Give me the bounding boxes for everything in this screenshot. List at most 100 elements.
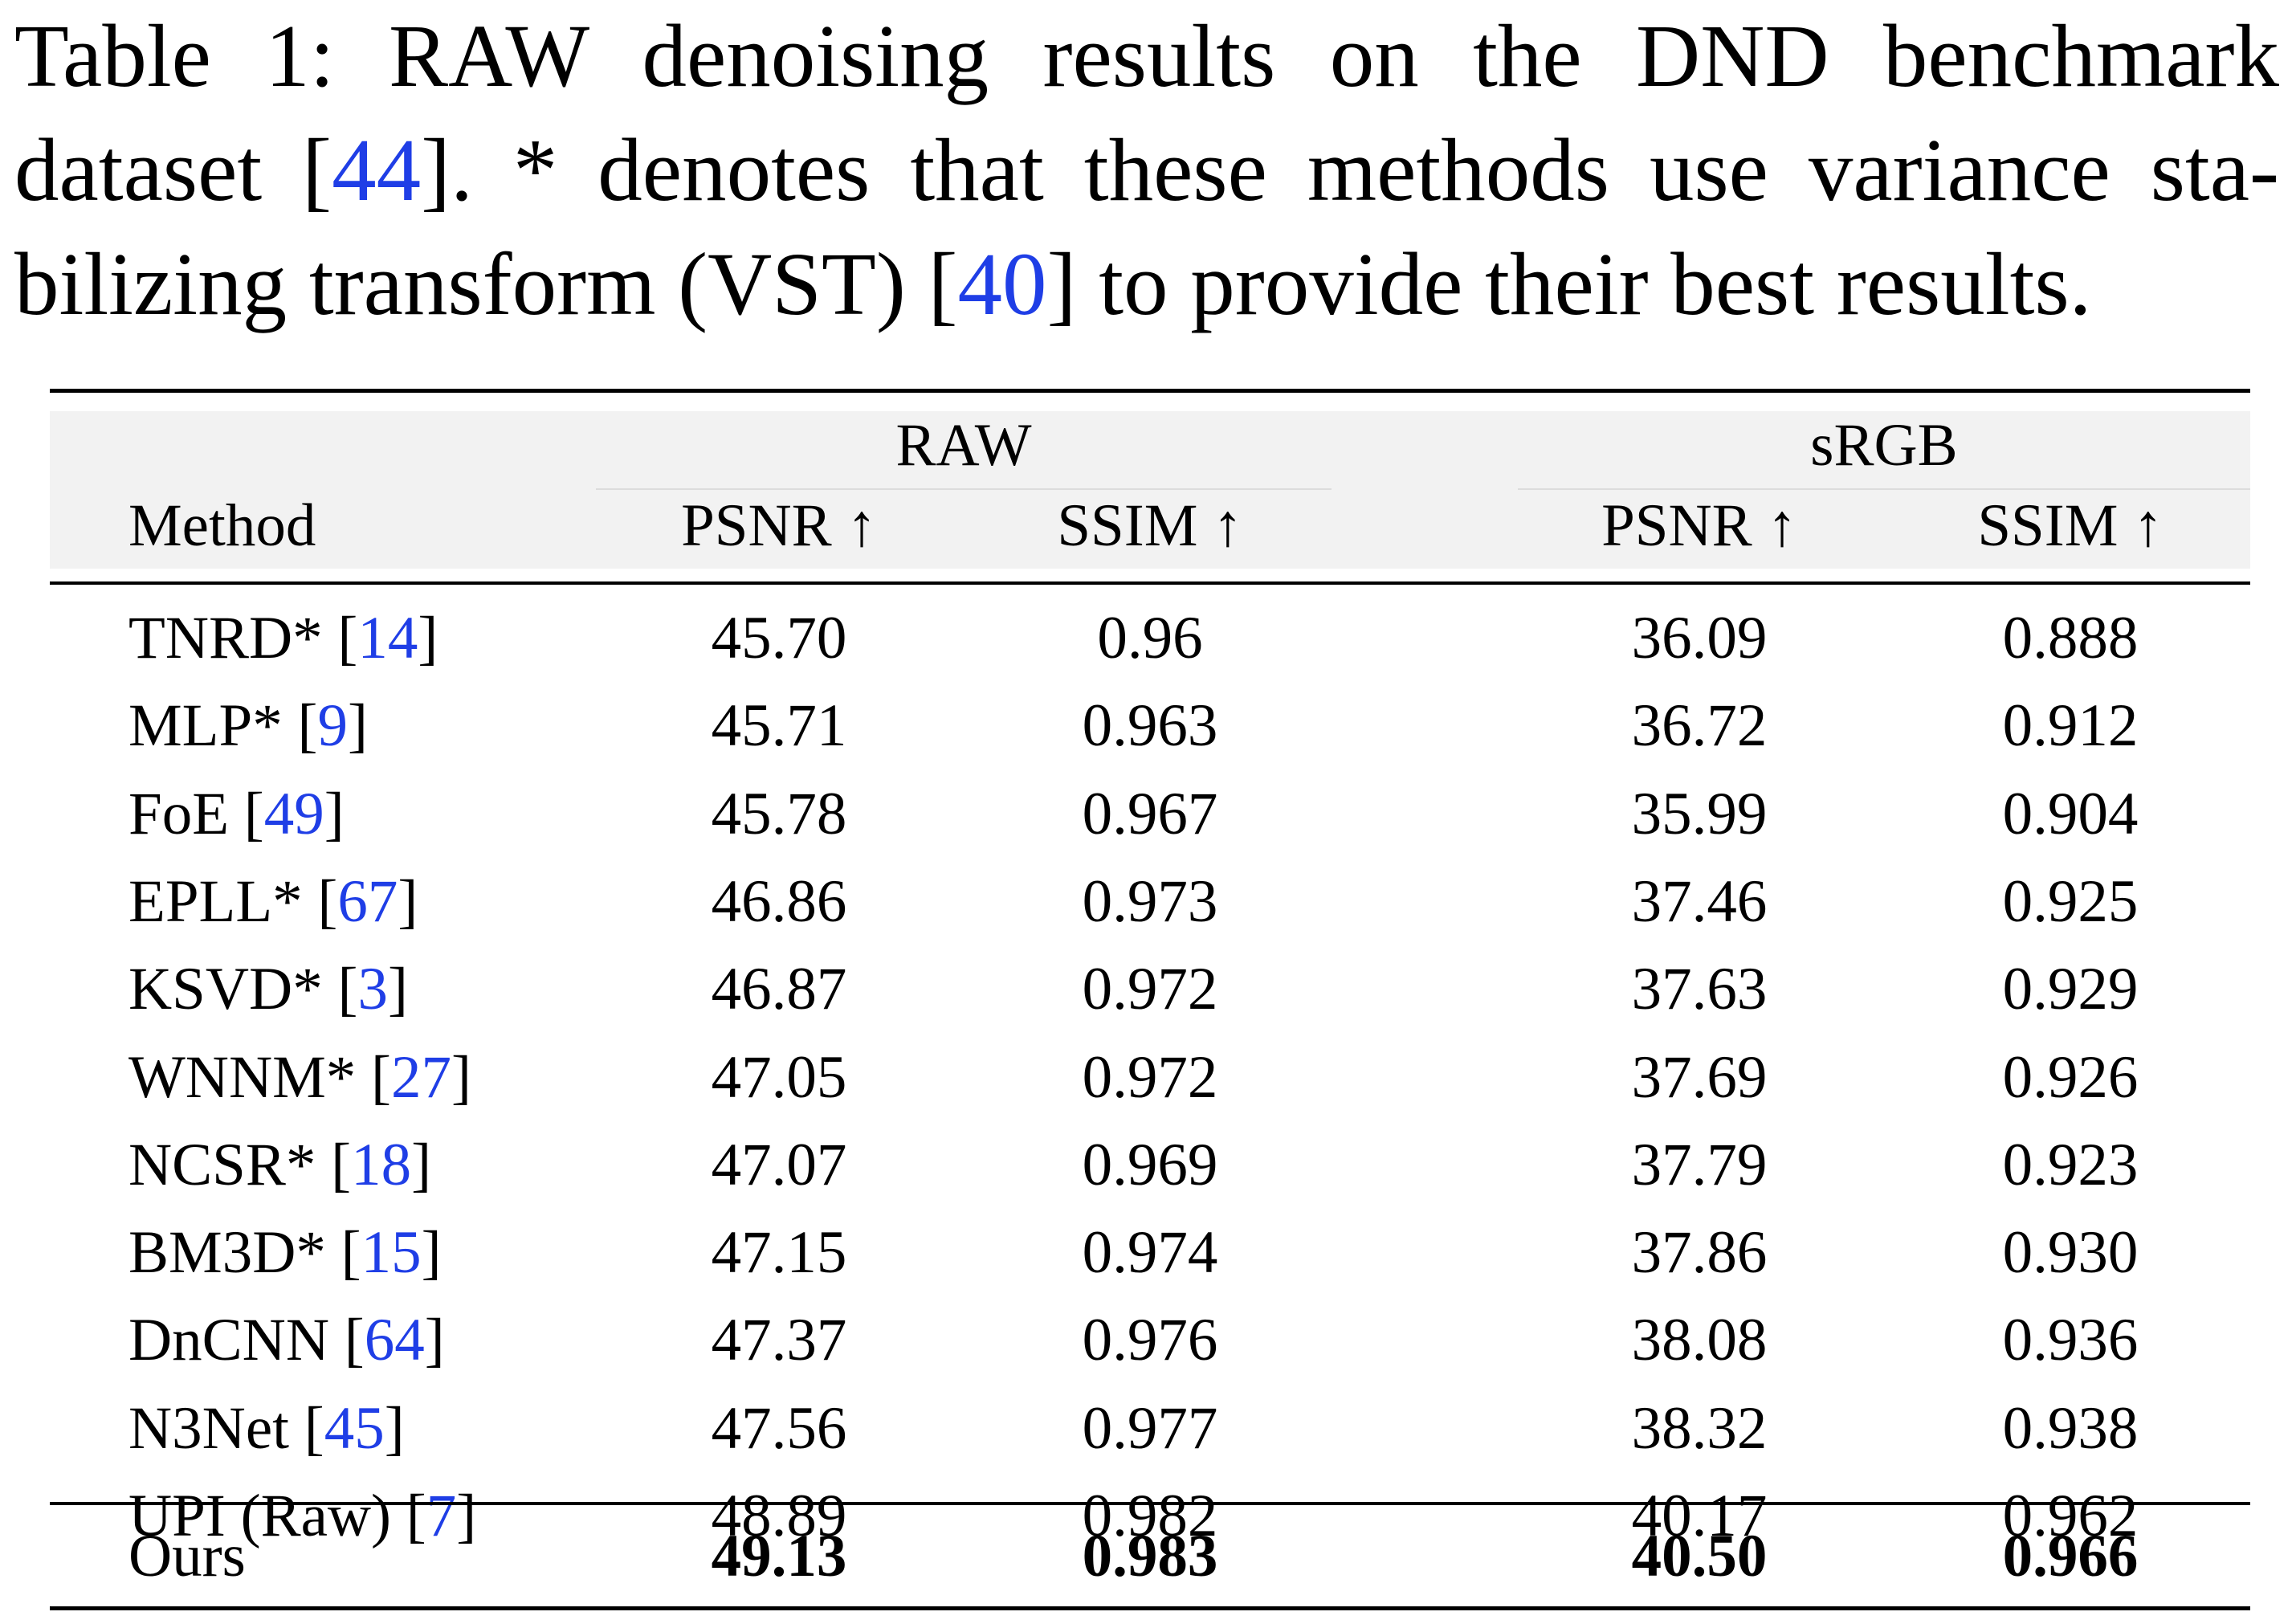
raw-ssim-cell: 0.972 [1082, 956, 1218, 1022]
method-name: FoE [ [128, 781, 264, 847]
caption-text-3: ] to provide their best results. [1046, 235, 2092, 334]
raw-psnr-cell: 47.07 [711, 1132, 847, 1198]
srgb-ssim-cell: 0.923 [2002, 1132, 2139, 1198]
method-citation-close: ] [387, 956, 408, 1022]
raw-ssim-cell: 0.976 [1082, 1307, 1218, 1373]
raw-ssim-cell: 0.974 [1082, 1219, 1218, 1286]
group-header-raw: RAW [895, 412, 1032, 479]
srgb-ssim-cell: 0.929 [2002, 956, 2139, 1022]
raw-psnr-cell: 47.56 [711, 1395, 847, 1462]
raw-psnr-cell: 45.78 [711, 781, 847, 847]
column-header-raw-psnr: PSNR ↑ [681, 492, 877, 559]
method-name: UPI (Raw) [ [128, 1483, 426, 1549]
method-cell: FoE [49] [128, 778, 345, 851]
srgb-ssim-cell: 0.936 [2002, 1307, 2139, 1373]
srgb-ssim-cell: 0.962 [2002, 1483, 2139, 1549]
srgb-ssim-cell: 0.938 [2002, 1395, 2139, 1462]
srgb-psnr-cell: 35.99 [1631, 781, 1768, 847]
method-citation[interactable]: 3 [357, 956, 388, 1022]
method-citation[interactable]: 67 [337, 868, 398, 935]
method-citation-close: ] [411, 1132, 432, 1198]
caption-text-1: RAW denoising results on the DND benchma… [14, 7, 2280, 220]
srgb-psnr-cell: 36.09 [1631, 605, 1768, 671]
raw-psnr-cell: 46.87 [711, 956, 847, 1022]
method-name: NCSR* [ [128, 1132, 352, 1198]
srgb-ssim-cell: 0.904 [2002, 781, 2139, 847]
raw-psnr-cell: 46.86 [711, 868, 847, 935]
raw-group-rule [596, 488, 1332, 490]
raw-psnr-cell: 47.15 [711, 1219, 847, 1286]
method-citation-close: ] [456, 1483, 477, 1549]
raw-psnr-cell: 47.37 [711, 1307, 847, 1373]
srgb-group-rule [1518, 488, 2250, 490]
srgb-psnr-cell: 37.79 [1631, 1132, 1768, 1198]
method-cell: KSVD* [3] [128, 953, 408, 1026]
method-cell: WNNM* [27] [128, 1042, 471, 1114]
method-citation-close: ] [398, 868, 418, 935]
method-citation[interactable]: 18 [351, 1132, 412, 1198]
ours-method-cell: Ours [128, 1523, 246, 1589]
table-caption: Table 1: RAW denoising results on the DN… [14, 0, 2279, 342]
method-citation-close: ] [347, 692, 368, 759]
raw-psnr-cell: 47.05 [711, 1044, 847, 1111]
raw-ssim-cell: 0.963 [1082, 692, 1218, 759]
method-cell: BM3D* [15] [128, 1217, 442, 1289]
top-rule [50, 389, 2250, 393]
caption-citation-44[interactable]: 44 [332, 121, 422, 220]
method-cell: TNRD* [14] [128, 602, 438, 675]
method-cell: DnCNN [64] [128, 1304, 445, 1377]
method-cell: EPLL* [67] [128, 866, 418, 938]
caption-text-2: ]. * denotes that these methods use vari… [14, 121, 2280, 334]
raw-psnr-cell: 48.89 [711, 1483, 847, 1549]
method-citation[interactable]: 7 [426, 1483, 457, 1549]
method-cell: MLP* [9] [128, 690, 368, 762]
raw-ssim-cell: 0.967 [1082, 781, 1218, 847]
method-citation[interactable]: 27 [391, 1044, 452, 1111]
bottom-rule [50, 1606, 2250, 1610]
ours-srgb-ssim-cell: 0.966 [2002, 1523, 2139, 1589]
method-name: N3Net [ [128, 1395, 324, 1462]
method-citation[interactable]: 49 [263, 781, 324, 847]
method-name: TNRD* [ [128, 605, 358, 671]
srgb-psnr-cell: 37.46 [1631, 868, 1768, 935]
srgb-ssim-cell: 0.925 [2002, 868, 2139, 935]
raw-ssim-cell: 0.982 [1082, 1483, 1218, 1549]
method-citation[interactable]: 14 [357, 605, 418, 671]
raw-psnr-cell: 45.71 [711, 692, 847, 759]
method-name: BM3D* [ [128, 1219, 361, 1286]
method-citation[interactable]: 45 [324, 1395, 385, 1462]
raw-psnr-cell: 45.70 [711, 605, 847, 671]
method-citation-close: ] [451, 1044, 472, 1111]
srgb-ssim-cell: 0.888 [2002, 605, 2139, 671]
column-header-method: Method [128, 492, 316, 559]
ours-raw-psnr-cell: 49.13 [711, 1523, 847, 1589]
raw-ssim-cell: 0.973 [1082, 868, 1218, 935]
method-citation-close: ] [384, 1395, 405, 1462]
srgb-psnr-cell: 38.32 [1631, 1395, 1768, 1462]
srgb-ssim-cell: 0.926 [2002, 1044, 2139, 1111]
srgb-psnr-cell: 37.63 [1631, 956, 1768, 1022]
caption-label: Table 1: [14, 7, 335, 106]
method-citation[interactable]: 64 [364, 1307, 425, 1373]
method-citation-close: ] [424, 1307, 445, 1373]
ours-srgb-psnr-cell: 40.50 [1631, 1523, 1768, 1589]
raw-ssim-cell: 0.96 [1097, 605, 1203, 671]
column-header-srgb-psnr: PSNR ↑ [1601, 492, 1797, 559]
method-citation[interactable]: 15 [361, 1219, 422, 1286]
raw-ssim-cell: 0.969 [1082, 1132, 1218, 1198]
srgb-ssim-cell: 0.912 [2002, 692, 2139, 759]
column-header-srgb-ssim: SSIM ↑ [1977, 492, 2164, 559]
method-cell: UPI (Raw) [7] [128, 1480, 476, 1553]
srgb-psnr-cell: 36.72 [1631, 692, 1768, 759]
raw-ssim-cell: 0.972 [1082, 1044, 1218, 1111]
caption-citation-40[interactable]: 40 [957, 235, 1047, 334]
ours-separator-rule [50, 1502, 2250, 1505]
srgb-psnr-cell: 37.86 [1631, 1219, 1768, 1286]
method-citation[interactable]: 9 [317, 692, 348, 759]
srgb-psnr-cell: 40.17 [1631, 1483, 1768, 1549]
method-name: WNNM* [ [128, 1044, 392, 1111]
method-citation-close: ] [418, 605, 438, 671]
srgb-ssim-cell: 0.930 [2002, 1219, 2139, 1286]
method-name: KSVD* [ [128, 956, 358, 1022]
method-citation-close: ] [421, 1219, 442, 1286]
